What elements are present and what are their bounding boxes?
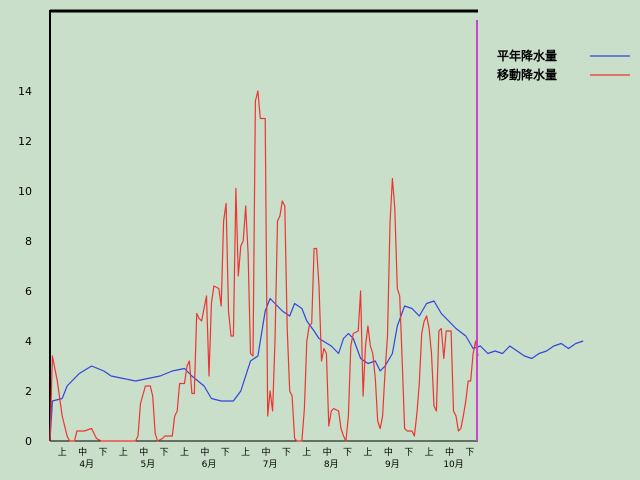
x-dekad-label: 中 bbox=[200, 446, 209, 458]
x-month-label: 5月 bbox=[140, 459, 155, 470]
x-month-label: 6月 bbox=[202, 459, 217, 470]
x-dekad-label: 中 bbox=[323, 446, 332, 458]
x-dekad-label: 中 bbox=[78, 446, 87, 458]
series-line-2 bbox=[49, 90, 479, 442]
y-tick-label: 0 bbox=[25, 435, 32, 448]
y-tick-labels: 0 2 4 6 8 10 12 14 bbox=[18, 85, 32, 448]
x-tick-labels: 上中下上中下上中下上中下上中下上中下上中下4月 5月 6月 7月 8月 9月 10月 bbox=[58, 446, 475, 470]
x-dekad-label: 上 bbox=[302, 447, 311, 458]
x-month-label: 4月 bbox=[79, 459, 94, 470]
x-month-label: 9月 bbox=[385, 459, 400, 470]
x-dekad-label: 上 bbox=[58, 447, 67, 458]
x-dekad-label: 下 bbox=[465, 448, 474, 458]
x-dekad-label: 下 bbox=[282, 448, 291, 458]
x-dekad-label: 中 bbox=[384, 446, 393, 458]
x-month-label: 8月 bbox=[324, 459, 339, 470]
series-lines bbox=[49, 90, 584, 442]
y-tick-label: 14 bbox=[18, 85, 32, 98]
x-dekad-label: 下 bbox=[160, 448, 169, 458]
legend-label-2: 移動降水量 bbox=[497, 67, 557, 82]
x-dekad-label: 上 bbox=[180, 447, 189, 458]
x-dekad-label: 中 bbox=[262, 446, 271, 458]
x-dekad-label: 下 bbox=[343, 448, 352, 458]
y-tick-label: 4 bbox=[25, 335, 32, 348]
x-dekad-label: 下 bbox=[221, 448, 230, 458]
x-month-label: 7月 bbox=[263, 459, 278, 470]
x-dekad-label: 上 bbox=[425, 447, 434, 458]
y-tick-label: 6 bbox=[25, 285, 32, 298]
y-tick-label: 10 bbox=[18, 185, 32, 198]
legend-label-1: 平年降水量 bbox=[497, 48, 557, 63]
x-dekad-label: 上 bbox=[119, 447, 128, 458]
x-dekad-label: 中 bbox=[139, 446, 148, 458]
x-dekad-label: 上 bbox=[363, 447, 372, 458]
x-dekad-label: 上 bbox=[241, 447, 250, 458]
x-dekad-label: 下 bbox=[404, 448, 413, 458]
y-tick-label: 8 bbox=[25, 235, 32, 248]
series-line-1 bbox=[49, 297, 584, 442]
x-dekad-label: 中 bbox=[445, 446, 454, 458]
y-tick-label: 12 bbox=[18, 135, 32, 148]
x-dekad-label: 下 bbox=[98, 448, 107, 458]
y-tick-label: 2 bbox=[25, 385, 32, 398]
x-month-label: 10月 bbox=[443, 459, 463, 470]
